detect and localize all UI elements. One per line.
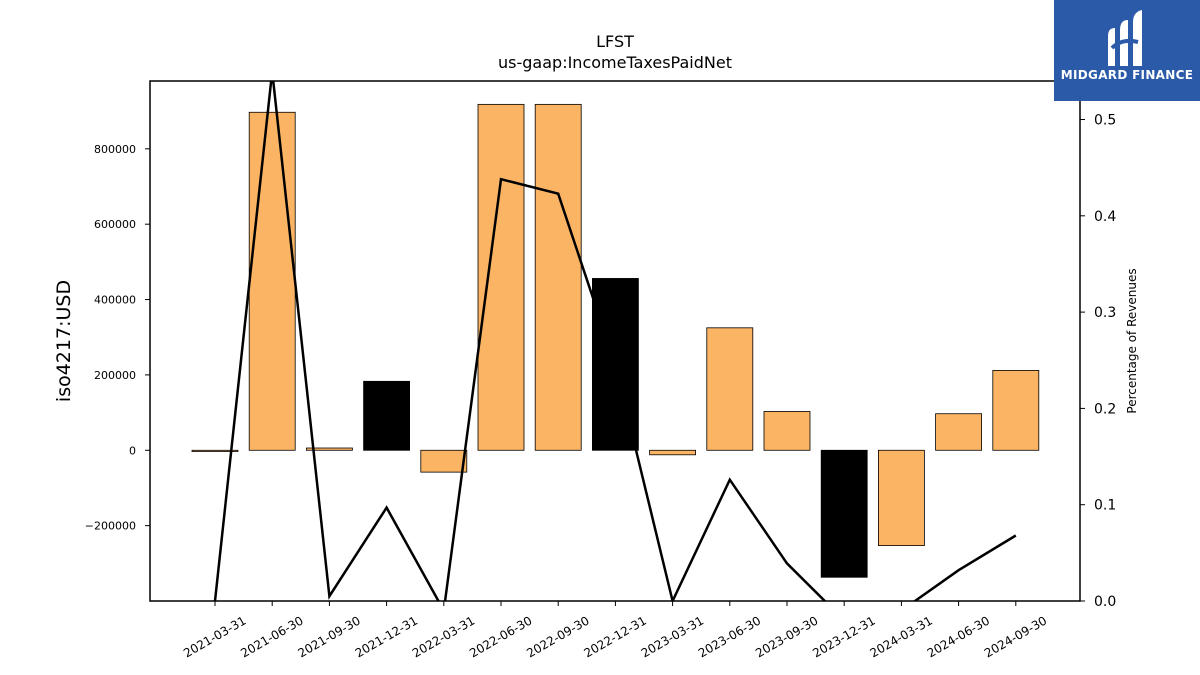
x-tick-label: 2024-06-30 <box>925 613 992 660</box>
y-tick-label: 600000 <box>94 218 136 231</box>
x-tick-label: 2022-06-30 <box>467 613 534 660</box>
x-tick-label: 2023-09-30 <box>753 613 820 660</box>
bar <box>649 449 696 456</box>
x-tick-label: 2021-03-31 <box>181 613 248 660</box>
logo-mark-icon <box>1108 10 1142 66</box>
chart-subtitle: us-gaap:IncomeTaxesPaidNet <box>498 53 732 72</box>
y-tick-label: 800000 <box>94 143 136 156</box>
x-tick-label: 2023-03-31 <box>639 613 706 660</box>
bar <box>935 413 982 451</box>
bar <box>420 449 468 473</box>
y2-tick-label: 0.1 <box>1094 498 1116 514</box>
y2-tick-label: 0.5 <box>1094 113 1116 129</box>
y-axis-label: iso4217:USD <box>53 280 75 402</box>
y-tick-label: −200000 <box>85 520 136 533</box>
y2-axis-label: Percentage of Revenues <box>1125 268 1139 413</box>
bar <box>992 369 1040 451</box>
bar-group <box>191 103 1040 578</box>
y2-tick-label: 0.4 <box>1094 209 1116 225</box>
x-tick-label: 2024-09-30 <box>982 613 1049 660</box>
x-tick-label: 2021-12-31 <box>353 613 420 660</box>
y-tick-label: 0 <box>129 444 136 457</box>
bar <box>477 103 525 451</box>
bar <box>534 103 582 451</box>
y2-tick-label: 0.3 <box>1094 305 1116 321</box>
bar <box>191 449 239 452</box>
brand-logo: MIDGARD FINANCE <box>1054 0 1200 101</box>
logo-text: MIDGARD FINANCE <box>1060 68 1194 82</box>
x-tick-label: 2024-03-31 <box>867 613 934 660</box>
y2-tick-label: 0.0 <box>1094 594 1116 610</box>
x-tick-label: 2022-09-30 <box>524 613 591 660</box>
x-tick-label: 2022-12-31 <box>581 613 648 660</box>
x-tick-label: 2023-06-30 <box>696 613 763 660</box>
series-line <box>213 81 1017 601</box>
bar <box>706 327 754 451</box>
x-tick-label: 2022-03-31 <box>410 613 477 660</box>
x-tick-label: 2021-06-30 <box>238 613 305 660</box>
bar <box>305 447 353 451</box>
x-tick-label: 2021-09-30 <box>295 613 362 660</box>
bar <box>248 111 296 451</box>
y-tick-label: 400000 <box>94 294 136 307</box>
y2-tick-label: 0.2 <box>1094 401 1116 417</box>
y-tick-label: 200000 <box>94 369 136 382</box>
bar <box>763 411 811 451</box>
bar <box>820 449 868 578</box>
line-group <box>213 81 1017 601</box>
x-tick-label: 2023-12-31 <box>810 613 877 660</box>
chart-title: LFST <box>596 32 634 51</box>
bar <box>878 449 925 547</box>
bar <box>363 380 411 451</box>
